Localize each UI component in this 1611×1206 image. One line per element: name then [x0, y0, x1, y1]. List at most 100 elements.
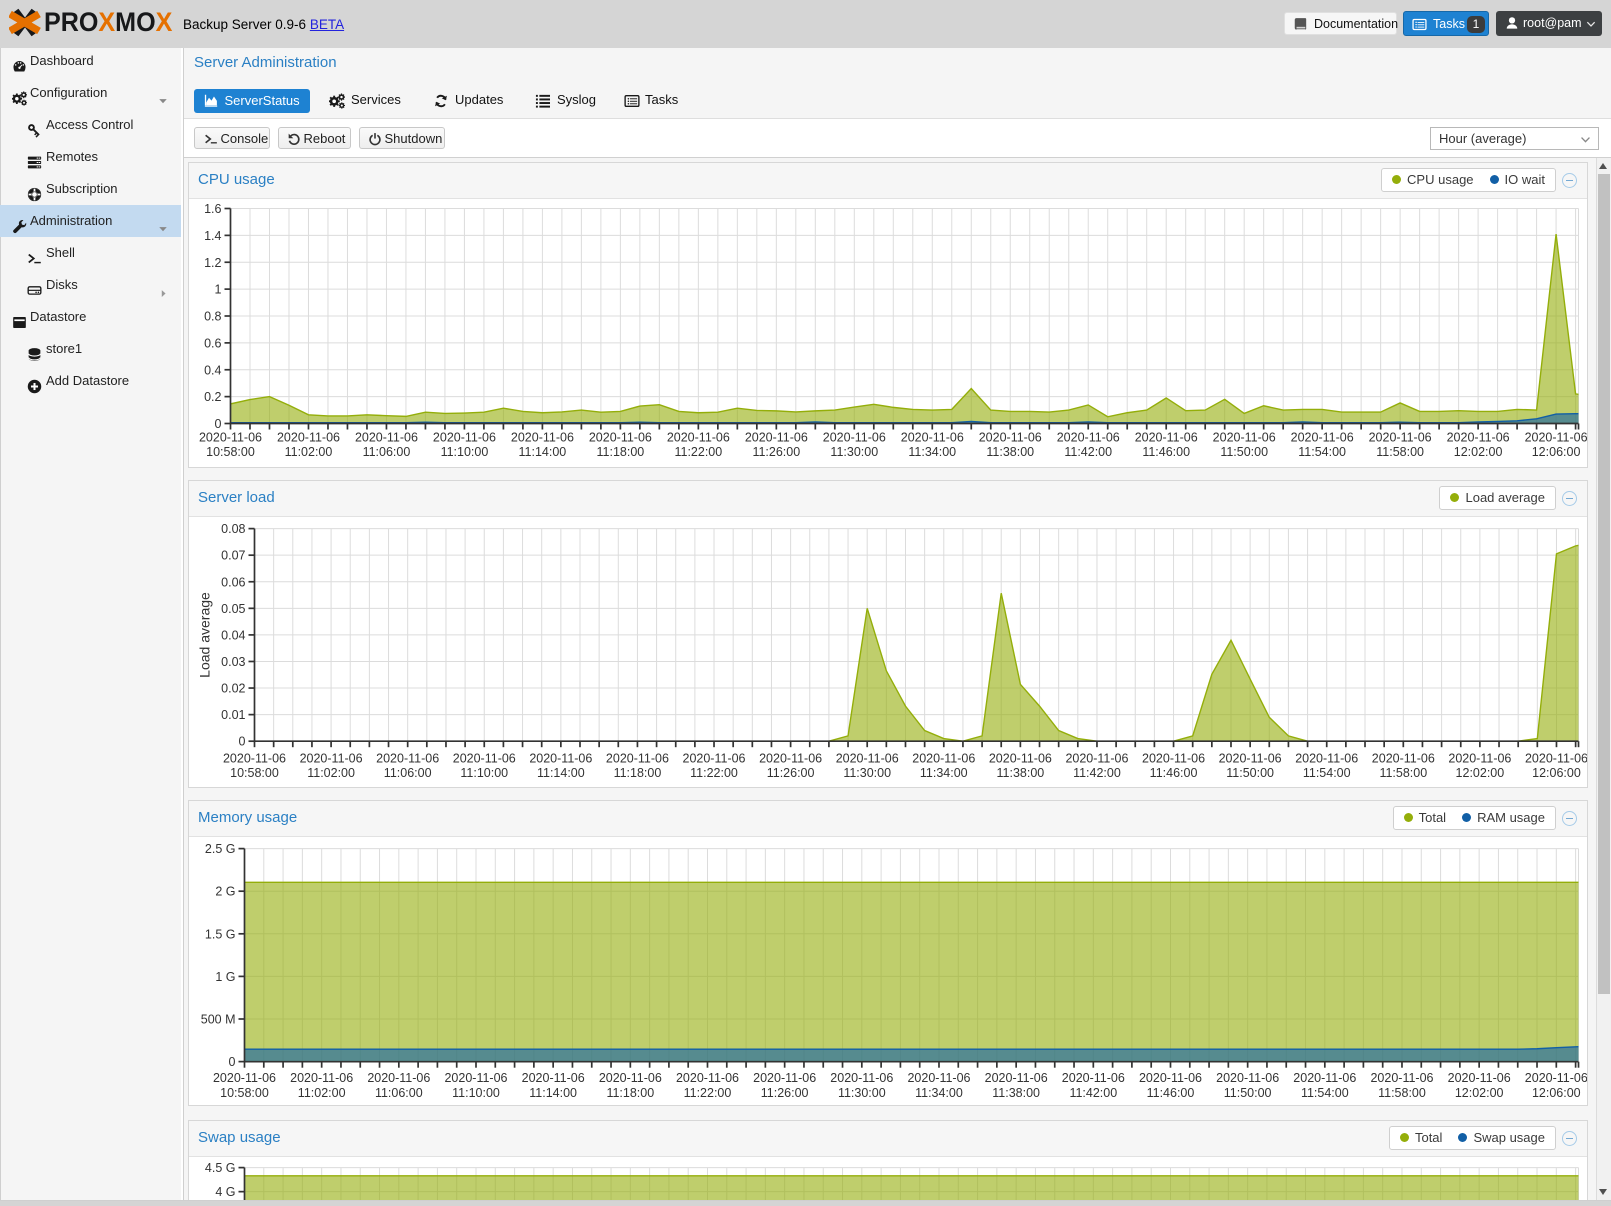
svg-text:0.06: 0.06 [221, 575, 245, 589]
svg-text:1: 1 [215, 283, 222, 297]
svg-text:2020-11-06: 2020-11-06 [985, 1071, 1048, 1085]
svg-text:10:58:00: 10:58:00 [206, 445, 255, 459]
svg-text:0.04: 0.04 [221, 628, 245, 642]
svg-text:2020-11-06: 2020-11-06 [1139, 1071, 1202, 1085]
svg-text:2020-11-06: 2020-11-06 [753, 1071, 816, 1085]
svg-text:2020-11-06: 2020-11-06 [1295, 751, 1358, 765]
svg-text:11:26:00: 11:26:00 [761, 1086, 809, 1100]
svg-text:11:54:00: 11:54:00 [1303, 766, 1351, 780]
svg-text:11:46:00: 11:46:00 [1142, 445, 1190, 459]
svg-text:2020-11-06: 2020-11-06 [1525, 751, 1587, 765]
svg-text:2020-11-06: 2020-11-06 [367, 1071, 430, 1085]
svg-text:11:26:00: 11:26:00 [767, 766, 815, 780]
svg-text:0: 0 [215, 417, 222, 431]
svg-text:2.5 G: 2.5 G [205, 842, 236, 856]
svg-text:2020-11-06: 2020-11-06 [1372, 751, 1435, 765]
svg-text:11:46:00: 11:46:00 [1147, 1086, 1195, 1100]
svg-text:2020-11-06: 2020-11-06 [444, 1071, 507, 1085]
svg-text:0.8: 0.8 [204, 310, 221, 324]
svg-text:10:58:00: 10:58:00 [230, 766, 279, 780]
svg-text:12:06:00: 12:06:00 [1532, 445, 1581, 459]
svg-text:11:34:00: 11:34:00 [915, 1086, 963, 1100]
svg-text:0.03: 0.03 [221, 655, 245, 669]
svg-text:2020-11-06: 2020-11-06 [376, 751, 439, 765]
svg-text:2020-11-06: 2020-11-06 [1448, 1071, 1511, 1085]
svg-text:2020-11-06: 2020-11-06 [1525, 1071, 1587, 1085]
svg-text:2020-11-06: 2020-11-06 [1065, 751, 1128, 765]
svg-text:2020-11-06: 2020-11-06 [1370, 1071, 1433, 1085]
svg-text:11:18:00: 11:18:00 [614, 766, 662, 780]
svg-text:11:38:00: 11:38:00 [997, 766, 1045, 780]
svg-text:2020-11-06: 2020-11-06 [836, 751, 899, 765]
svg-text:11:06:00: 11:06:00 [375, 1086, 423, 1100]
svg-text:2020-11-06: 2020-11-06 [676, 1071, 739, 1085]
svg-text:11:06:00: 11:06:00 [384, 766, 432, 780]
svg-text:11:34:00: 11:34:00 [908, 445, 956, 459]
svg-text:2020-11-06: 2020-11-06 [300, 751, 363, 765]
svg-text:2020-11-06: 2020-11-06 [599, 1071, 662, 1085]
svg-text:11:58:00: 11:58:00 [1379, 766, 1427, 780]
svg-text:11:02:00: 11:02:00 [307, 766, 355, 780]
svg-text:2020-11-06: 2020-11-06 [1135, 431, 1198, 445]
svg-text:2020-11-06: 2020-11-06 [606, 751, 669, 765]
svg-text:Load average: Load average [197, 592, 213, 678]
svg-text:2020-11-06: 2020-11-06 [199, 431, 262, 445]
svg-text:2020-11-06: 2020-11-06 [823, 431, 886, 445]
svg-text:0.02: 0.02 [221, 682, 245, 696]
svg-text:2020-11-06: 2020-11-06 [667, 431, 730, 445]
svg-text:2020-11-06: 2020-11-06 [683, 751, 746, 765]
svg-text:2020-11-06: 2020-11-06 [759, 751, 822, 765]
svg-text:500 M: 500 M [201, 1013, 236, 1027]
svg-text:2020-11-06: 2020-11-06 [223, 751, 286, 765]
svg-text:11:42:00: 11:42:00 [1069, 1086, 1117, 1100]
svg-text:11:18:00: 11:18:00 [606, 1086, 654, 1100]
svg-text:2020-11-06: 2020-11-06 [989, 751, 1052, 765]
svg-text:2 G: 2 G [215, 885, 235, 899]
svg-text:2020-11-06: 2020-11-06 [1213, 431, 1276, 445]
svg-text:2020-11-06: 2020-11-06 [290, 1071, 353, 1085]
svg-text:11:02:00: 11:02:00 [298, 1086, 346, 1100]
svg-text:11:14:00: 11:14:00 [519, 445, 567, 459]
svg-text:2020-11-06: 2020-11-06 [529, 751, 592, 765]
svg-text:4 G: 4 G [215, 1185, 235, 1199]
svg-text:0.2: 0.2 [204, 390, 221, 404]
svg-text:12:02:00: 12:02:00 [1455, 1086, 1504, 1100]
svg-text:2020-11-06: 2020-11-06 [979, 431, 1042, 445]
svg-text:11:22:00: 11:22:00 [690, 766, 738, 780]
svg-text:1 G: 1 G [215, 970, 235, 984]
svg-text:2020-11-06: 2020-11-06 [1293, 1071, 1356, 1085]
svg-text:2020-11-06: 2020-11-06 [1216, 1071, 1279, 1085]
svg-text:2020-11-06: 2020-11-06 [1369, 431, 1432, 445]
svg-text:2020-11-06: 2020-11-06 [745, 431, 808, 445]
svg-text:1.4: 1.4 [204, 229, 221, 243]
svg-text:2020-11-06: 2020-11-06 [511, 431, 574, 445]
svg-text:0.6: 0.6 [204, 336, 221, 350]
svg-text:11:50:00: 11:50:00 [1224, 1086, 1272, 1100]
svg-text:0: 0 [229, 1055, 236, 1069]
svg-text:1.2: 1.2 [204, 256, 221, 270]
svg-text:2020-11-06: 2020-11-06 [522, 1071, 585, 1085]
svg-text:11:42:00: 11:42:00 [1073, 766, 1121, 780]
svg-text:11:14:00: 11:14:00 [537, 766, 585, 780]
svg-text:0.07: 0.07 [221, 549, 245, 563]
svg-text:0.01: 0.01 [221, 708, 245, 722]
svg-text:11:18:00: 11:18:00 [597, 445, 645, 459]
svg-text:2020-11-06: 2020-11-06 [907, 1071, 970, 1085]
svg-text:11:30:00: 11:30:00 [843, 766, 891, 780]
svg-text:2020-11-06: 2020-11-06 [433, 431, 496, 445]
svg-text:10:58:00: 10:58:00 [220, 1086, 269, 1100]
svg-text:2020-11-06: 2020-11-06 [277, 431, 340, 445]
svg-text:2020-11-06: 2020-11-06 [1291, 431, 1354, 445]
svg-text:11:14:00: 11:14:00 [529, 1086, 577, 1100]
svg-text:11:54:00: 11:54:00 [1298, 445, 1346, 459]
svg-text:1.6: 1.6 [204, 202, 221, 216]
svg-text:1.5 G: 1.5 G [205, 927, 236, 941]
svg-text:11:58:00: 11:58:00 [1378, 1086, 1426, 1100]
svg-text:4.5 G: 4.5 G [205, 1161, 236, 1175]
svg-text:11:38:00: 11:38:00 [992, 1086, 1040, 1100]
svg-text:11:58:00: 11:58:00 [1376, 445, 1424, 459]
svg-text:2020-11-06: 2020-11-06 [901, 431, 964, 445]
svg-text:12:06:00: 12:06:00 [1532, 1086, 1581, 1100]
svg-text:2020-11-06: 2020-11-06 [355, 431, 418, 445]
svg-text:11:22:00: 11:22:00 [684, 1086, 732, 1100]
